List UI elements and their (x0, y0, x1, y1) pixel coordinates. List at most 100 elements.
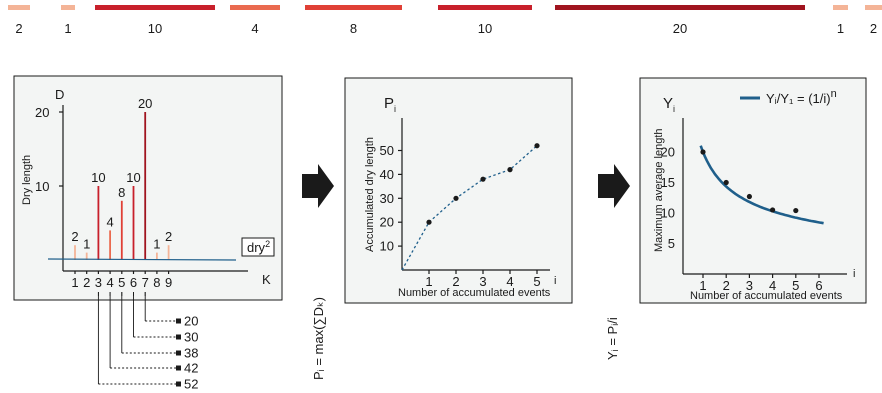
panel2-ylabel: Accumulated dry length (364, 137, 376, 252)
dry-spell-length: 2 (870, 21, 877, 36)
average-point (793, 207, 799, 214)
panel1-xtick: 2 (83, 275, 90, 290)
panel1-xtick: 1 (71, 275, 78, 290)
dry-spell-segment (305, 5, 402, 10)
dry-spell-segment (865, 5, 882, 10)
event-bar-label: 1 (153, 237, 160, 252)
dry-spell-segment (230, 5, 280, 10)
event-bar-label: 2 (165, 229, 172, 244)
dry-spell-length: 1 (64, 21, 71, 36)
event-bar-label: 1 (83, 237, 90, 252)
panel-accumulated (344, 77, 573, 304)
panel2-plot (401, 143, 540, 271)
event-bar-label: 4 (106, 214, 113, 229)
panel2-title: Pi (384, 95, 396, 114)
dry-spell-length: 10 (148, 21, 162, 36)
panel2-ytick: 10 (380, 239, 394, 254)
cumulative-sum: 52 (184, 377, 198, 392)
dry-spell-segment (555, 5, 805, 10)
formula-average: Yᵢ = Pᵢ/i (605, 317, 620, 360)
panel3-plot (699, 145, 824, 225)
dry-spell-length: 8 (350, 21, 357, 36)
panel3-xlabel: Number of accumulated events (690, 290, 843, 302)
panel2-xtick: 2 (452, 274, 459, 289)
dry-spell-bar: 2 1 10 4 8 10 20 1 2 (8, 5, 882, 36)
panel1-xtick: 4 (106, 275, 113, 290)
panel3-x-axis-letter: i (853, 268, 855, 280)
panel3-ytick: 20 (661, 145, 675, 160)
panel-average (639, 77, 867, 304)
panel3-xtick: 1 (699, 278, 706, 293)
bracket-marker (176, 334, 181, 340)
average-point (700, 149, 706, 155)
accumulated-line (401, 145, 538, 271)
panel1-axis-d: D (55, 87, 64, 102)
bracket-marker (176, 350, 181, 356)
accumulated-point (480, 176, 486, 182)
dry-spell-segment (95, 5, 215, 10)
panel2-xlabel: Number of accumulated events (398, 287, 551, 299)
average-point (746, 193, 753, 200)
bracket-marker (176, 318, 181, 324)
dry-spell-length: 10 (478, 21, 492, 36)
dry-spell-segment (61, 5, 75, 10)
panel2-ticks: 50 40 30 20 10 1 2 3 4 5 (380, 143, 541, 289)
panel3-xtick: 6 (815, 278, 822, 293)
panel1-ytick-20: 20 (35, 105, 49, 120)
arrow-right-icon (302, 164, 334, 208)
dry-spell-length: 1 (837, 21, 844, 36)
panel3-ytick: 10 (661, 206, 675, 221)
accumulated-point (534, 143, 540, 149)
panel2-ytick: 40 (380, 167, 394, 182)
bracket-marker (176, 365, 181, 371)
cumulative-sum: 20 (184, 314, 198, 329)
panel1-axis-k: K (262, 272, 271, 287)
average-point (723, 179, 729, 186)
panel1-xtick: 3 (95, 275, 102, 290)
accumulated-point (453, 195, 459, 201)
cumulative-sum: 30 (184, 330, 198, 345)
dry-spell-length: 4 (251, 21, 258, 36)
panel-events (13, 75, 283, 301)
panel1-xtick: 8 (153, 275, 160, 290)
event-bar-label: 20 (138, 96, 152, 111)
cumulative-sum: 42 (184, 361, 198, 376)
panel3-ylabel: Maximum average length (653, 128, 665, 252)
threshold-line (47, 258, 237, 261)
panel2-xtick: 1 (425, 274, 432, 289)
event-bar-label: 10 (126, 170, 140, 185)
panel2-xtick: 5 (533, 274, 540, 289)
event-bar-label: 10 (91, 170, 105, 185)
threshold-box (241, 237, 275, 257)
panel2-xtick: 4 (506, 274, 513, 289)
panel3-points (700, 149, 799, 214)
panel2-ytick: 20 (380, 215, 394, 230)
panel1-ylabel: Dry length (21, 155, 33, 205)
dry-spell-segment (438, 5, 532, 10)
panel3-xtick: 4 (769, 278, 776, 293)
dry-spell-length: 20 (673, 21, 687, 36)
formula-max-sum: Pᵢ = max(∑Dₖ) (311, 297, 326, 380)
event-bar-label: 2 (71, 229, 78, 244)
panel2-ytick: 50 (380, 143, 394, 158)
panel3-xtick: 2 (723, 278, 730, 293)
panel1-ytick-10: 10 (35, 179, 49, 194)
panel3-xtick: 5 (792, 278, 799, 293)
accumulated-point (426, 219, 432, 225)
panel3-ytick: 15 (661, 175, 675, 190)
panel3-ytick: 5 (668, 236, 675, 251)
event-bar-label: 8 (118, 185, 125, 200)
threshold-label: dry2 (247, 239, 270, 255)
panel3-title: Yi (663, 95, 675, 114)
panel3-xtick: 3 (746, 278, 753, 293)
cumulative-sum: 38 (184, 346, 198, 361)
accumulated-point (507, 167, 513, 173)
fitted-curve (699, 145, 824, 225)
average-point (770, 207, 776, 213)
panel2-x-axis-letter: i (554, 275, 556, 287)
panel2-ytick: 30 (380, 191, 394, 206)
dry-spell-length: 2 (15, 21, 22, 36)
